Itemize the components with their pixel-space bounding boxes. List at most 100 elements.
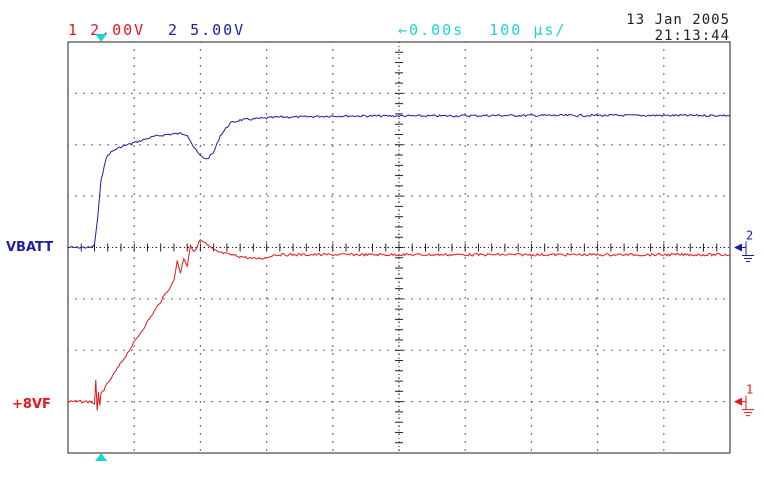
grid-dot (597, 401, 599, 403)
grid-dot (133, 417, 135, 419)
grid-dot (266, 193, 268, 195)
grid-dot (75, 401, 77, 403)
grid-dot (523, 298, 525, 300)
grid-dot (195, 349, 197, 351)
grid-dot (266, 265, 268, 267)
grid-dot (723, 349, 725, 351)
grid-dot (597, 353, 599, 355)
grid-dot (266, 401, 268, 403)
grid-dot (283, 92, 285, 94)
grid-dot (91, 92, 93, 94)
grid-dot (187, 144, 189, 146)
grid-dot (91, 144, 93, 146)
grid-dot (187, 195, 189, 197)
grid-dot (331, 92, 333, 94)
grid-dot (266, 433, 268, 435)
grid-dot (133, 289, 135, 291)
grid-dot (464, 209, 466, 211)
grid-dot (199, 121, 201, 123)
grid-dot (587, 349, 589, 351)
grid-dot (571, 92, 573, 94)
grid-dot (531, 401, 533, 403)
grid-dot (347, 195, 349, 197)
grid-dot (643, 298, 645, 300)
grid-dot (155, 349, 157, 351)
grid-dot (355, 349, 357, 351)
grid-dot (266, 209, 268, 211)
grid-dot (619, 92, 621, 94)
grid-dot (464, 377, 466, 379)
grid-dot (597, 57, 599, 59)
grid-dot (663, 265, 665, 267)
grid-dot (715, 92, 717, 94)
ch1-ground-marker-icon: 1 (734, 383, 754, 417)
grid-dot (530, 281, 532, 283)
grid-dot (187, 349, 189, 351)
grid-dot (235, 92, 237, 94)
grid-dot (675, 401, 677, 403)
grid-dot (579, 92, 581, 94)
grid-dot (464, 329, 466, 331)
grid-dot (387, 195, 389, 197)
grid-dot (427, 92, 429, 94)
grid-dot (371, 144, 373, 146)
grid-dot (464, 369, 466, 371)
grid-dot (715, 349, 717, 351)
grid-dot (139, 195, 141, 197)
grid-dot (663, 369, 665, 371)
grid-dot (75, 92, 77, 94)
grid-dot (332, 153, 334, 155)
grid-dot (203, 92, 205, 94)
grid-dot (451, 195, 453, 197)
grid-dot (332, 265, 334, 267)
grid-dot (597, 393, 599, 395)
grid-dot (675, 195, 677, 197)
grid-dot (464, 161, 466, 163)
grid-dot (563, 298, 565, 300)
grid-dot (663, 73, 665, 75)
grid-dot (530, 369, 532, 371)
grid-dot (266, 177, 268, 179)
grid-dot (597, 329, 599, 331)
grid-dot (251, 401, 253, 403)
grid-dot (299, 195, 301, 197)
grid-dot (339, 92, 341, 94)
grid-dot (443, 401, 445, 403)
grid-dot (523, 401, 525, 403)
grid-dot (199, 209, 201, 211)
grid-dot (323, 298, 325, 300)
grid-dot (199, 329, 201, 331)
grid-dot (123, 144, 125, 146)
grid-dot (675, 144, 677, 146)
grid-dot (387, 298, 389, 300)
grid-dot (199, 369, 201, 371)
grid-dot (427, 401, 429, 403)
grid-dot (331, 298, 333, 300)
ch2-label: VBATT (6, 240, 54, 255)
grid-dot (530, 89, 532, 91)
grid-dot (235, 298, 237, 300)
grid-dot (619, 401, 621, 403)
grid-dot (307, 298, 309, 300)
grid-dot (339, 195, 341, 197)
grid-dot (603, 298, 605, 300)
grid-dot (199, 161, 201, 163)
grid-dot (133, 449, 135, 451)
grid-dot (611, 401, 613, 403)
grid-dot (464, 425, 466, 427)
grid-dot (332, 449, 334, 451)
grid-dot (595, 195, 597, 197)
grid-dot (115, 298, 117, 300)
grid-dot (115, 144, 117, 146)
grid-dot (555, 349, 557, 351)
grid-dot (267, 195, 269, 197)
grid-dot (332, 121, 334, 123)
grid-dot (266, 201, 268, 203)
grid-dot (597, 201, 599, 203)
grid-dot (266, 129, 268, 131)
grid-dot (332, 377, 334, 379)
grid-dot (199, 201, 201, 203)
grid-dot (691, 195, 693, 197)
grid-dot (363, 401, 365, 403)
